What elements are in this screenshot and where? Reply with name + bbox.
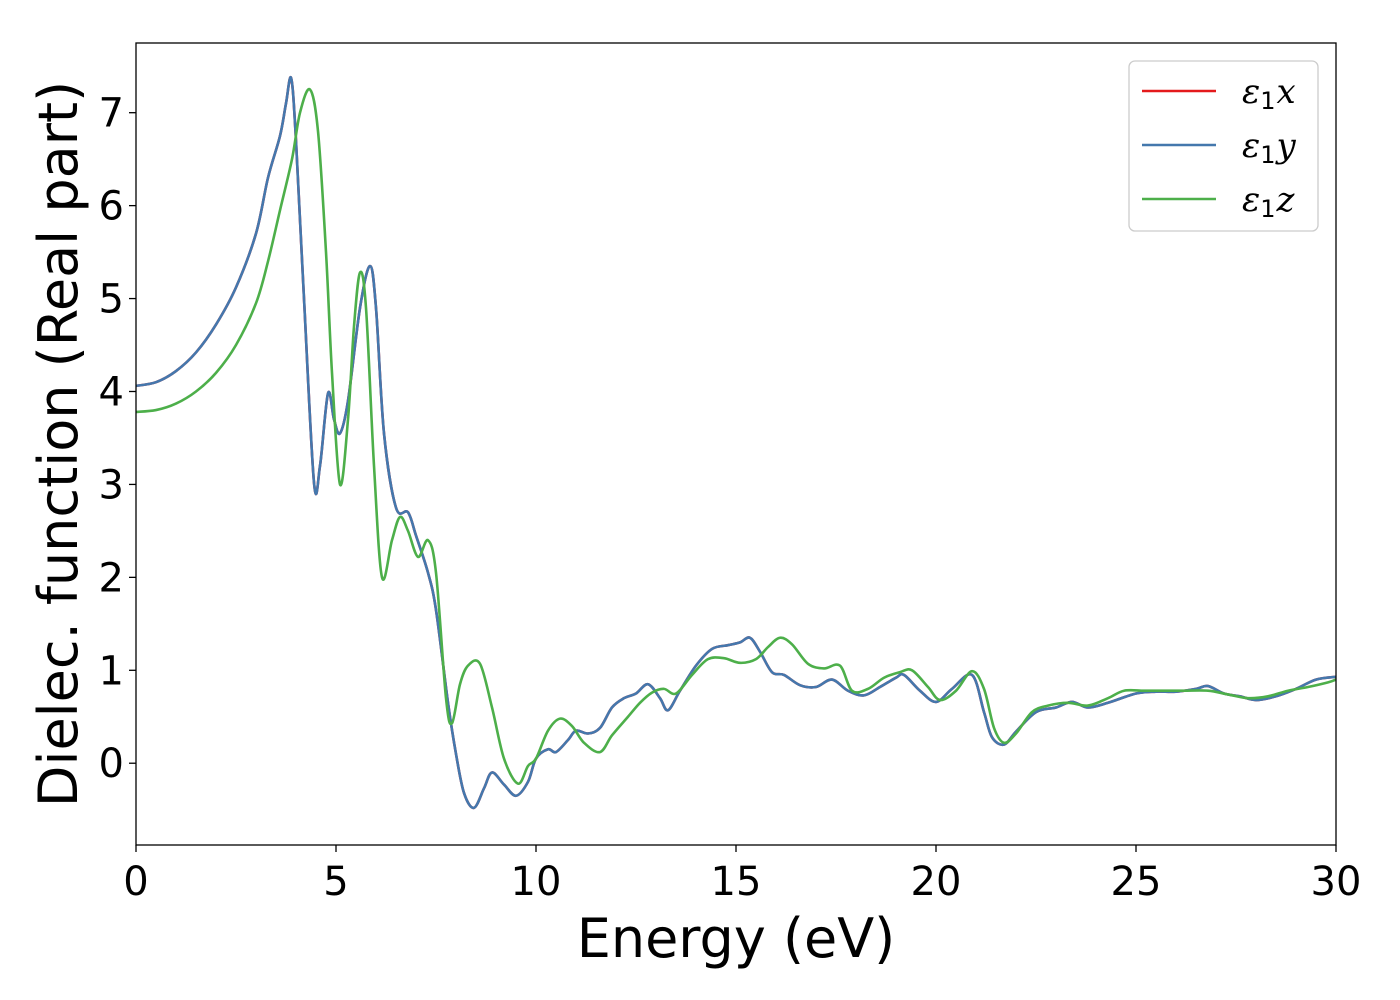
x-tick-label: 5 [323, 859, 348, 905]
x-tick-label: 0 [123, 859, 148, 905]
y-tick-label: 4 [99, 369, 124, 415]
x-ticks: 0 5 10 15 20 25 30 [123, 845, 1361, 905]
y-tick-label: 0 [99, 741, 124, 787]
y-ticks: 0 1 2 3 4 5 6 7 [99, 91, 136, 787]
series-layer [136, 75, 1336, 810]
y-tick-label: 3 [99, 462, 124, 508]
series-line-eps1z [136, 87, 1336, 785]
x-tick-label: 20 [911, 859, 962, 905]
y-tick-label: 7 [99, 91, 124, 137]
legend-label-eps1x: ε1x [1242, 72, 1296, 115]
y-tick-label: 2 [99, 555, 124, 601]
series-line-eps1y [136, 75, 1336, 810]
x-tick-label: 10 [511, 859, 562, 905]
x-tick-label: 15 [711, 859, 762, 905]
y-axis-title: Dielec. function (Real part) [27, 81, 90, 807]
y-tick-label: 5 [99, 277, 124, 323]
legend-label-eps1y: ε1y [1242, 126, 1297, 169]
y-tick-label: 6 [99, 184, 124, 230]
x-axis-title: Energy (eV) [577, 907, 896, 970]
x-tick-label: 25 [1111, 859, 1162, 905]
legend: ε1x ε1y ε1z [1128, 60, 1319, 232]
legend-box [1128, 60, 1319, 232]
legend-label-eps1z: ε1z [1242, 180, 1296, 223]
x-tick-label: 30 [1311, 859, 1362, 905]
y-tick-label: 1 [99, 648, 124, 694]
